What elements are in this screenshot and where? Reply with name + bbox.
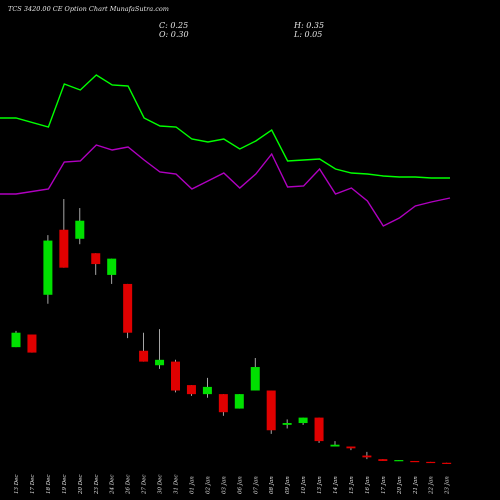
candle-body: [330, 444, 340, 447]
x-tick-label: 24 Dec: [110, 475, 116, 496]
x-tick-label: 03 Jan: [221, 476, 227, 494]
candle-body: [410, 460, 420, 463]
x-tick-label: 30 Dec: [158, 475, 164, 495]
high-value: H: 0.35: [294, 21, 325, 30]
candle-body: [362, 455, 372, 458]
x-tick-label: 02 Jan: [205, 476, 211, 494]
low-value: L: 0.05: [294, 30, 323, 39]
candle-body: [27, 334, 37, 353]
candle-body: [218, 394, 228, 413]
x-tick-label: 10 Jan: [301, 476, 307, 494]
close-value: C: 0.25: [159, 21, 189, 30]
x-tick-label: 08 Jan: [269, 476, 275, 494]
x-tick-label: 27 Dec: [142, 475, 148, 496]
candle-body: [107, 258, 117, 275]
candle-body: [426, 461, 436, 464]
x-tick-label: 23 Jan: [445, 476, 451, 495]
x-tick-label: 07 Jan: [253, 476, 259, 494]
x-tick-label: 17 Jan: [381, 476, 387, 494]
candle-body: [346, 446, 356, 449]
candle-body: [442, 462, 452, 464]
x-tick-label: 15 Jan: [349, 476, 355, 494]
candle-body: [186, 385, 196, 395]
line-series-purple: [0, 144, 451, 227]
x-tick-label: 23 Dec: [94, 475, 100, 496]
x-tick-label: 19 Dec: [62, 475, 68, 495]
chart-title: TCS 3420.00 CE Option Chart MunafaSutra.…: [8, 5, 169, 13]
x-tick-label: 20 Jan: [397, 476, 403, 495]
candle-body: [155, 359, 165, 366]
x-tick-label: 09 Jan: [285, 476, 291, 494]
candle-body: [250, 367, 260, 391]
x-tick-label: 31 Dec: [174, 475, 180, 495]
candle-body: [202, 386, 212, 395]
candle-body: [266, 390, 276, 431]
x-tick-label: 13 Jan: [317, 476, 323, 494]
candle-body: [234, 394, 244, 409]
candle-body: [75, 220, 85, 239]
x-tick-label: 21 Jan: [413, 476, 419, 495]
x-tick-label: 13 Dec: [14, 475, 20, 495]
candle-body: [378, 459, 388, 461]
candle-body: [59, 229, 69, 268]
x-tick-label: 16 Jan: [365, 476, 371, 494]
x-tick-label: 01 Jan: [189, 476, 195, 494]
x-tick-label: 26 Dec: [126, 475, 132, 496]
candle-body: [314, 417, 324, 442]
x-tick-label: 20 Dec: [78, 475, 84, 496]
candle-body: [171, 361, 180, 391]
candle-body: [43, 240, 53, 295]
candle-body: [123, 283, 133, 333]
line-series-green: [0, 74, 450, 179]
candle-body: [91, 253, 101, 265]
x-tick-label: 22 Jan: [429, 476, 435, 495]
x-tick-label: 06 Jan: [237, 476, 243, 494]
x-tick-label: 17 Dec: [30, 475, 36, 495]
candle-body: [394, 460, 404, 462]
x-tick-label: 18 Dec: [46, 475, 52, 495]
candle-body: [298, 417, 308, 424]
candle-body: [282, 423, 292, 425]
candle-body: [139, 350, 149, 362]
x-tick-label: 14 Jan: [333, 476, 339, 494]
open-value: O: 0.30: [159, 30, 189, 39]
candle-body: [11, 332, 21, 348]
